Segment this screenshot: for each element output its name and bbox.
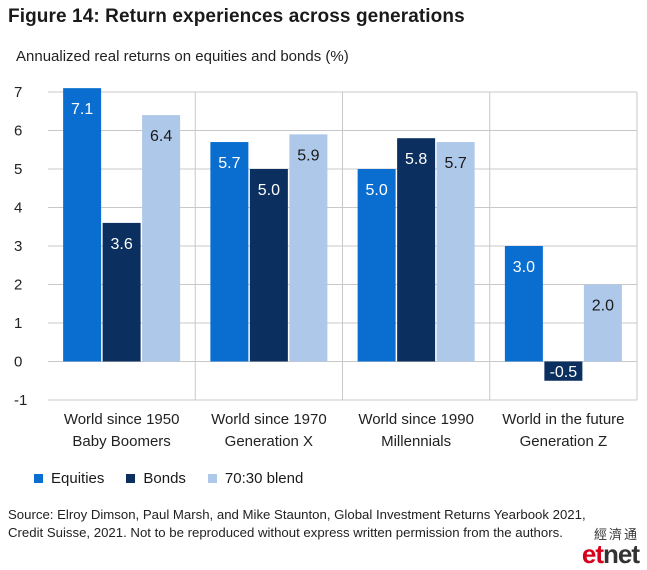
source-note: Source: Elroy Dimson, Paul Marsh, and Mi…: [8, 507, 586, 540]
y-tick-label: -1: [14, 392, 27, 409]
bar: [142, 115, 181, 362]
logo-wordmark: etnet: [582, 541, 640, 567]
data-label: -0.5: [550, 364, 578, 381]
data-label: 2.0: [592, 298, 614, 315]
legend-label-blend: 70:30 blend: [224, 470, 304, 487]
bar: [289, 134, 328, 362]
legend-item-bonds: Bonds: [126, 470, 186, 487]
legend: Equities Bonds 70:30 blend: [34, 470, 303, 487]
y-tick-label: 5: [14, 161, 22, 178]
y-tick-label: 4: [14, 200, 22, 217]
bar: [504, 246, 543, 362]
bar: [63, 88, 102, 362]
x-tick-label: World since 1970: [211, 411, 327, 428]
logo-net: net: [603, 539, 640, 569]
bar: [102, 222, 141, 362]
data-label: 5.7: [218, 155, 240, 172]
data-label: 5.8: [405, 151, 427, 168]
legend-swatch-blend: [207, 474, 217, 483]
x-tick-label: World since 1990: [358, 411, 474, 428]
x-tick-sublabel: Millennials: [381, 433, 451, 450]
legend-label-bonds: Bonds: [143, 470, 186, 487]
legend-label-equities: Equities: [51, 470, 105, 487]
data-label: 5.0: [366, 182, 388, 199]
y-tick-label: 3: [14, 238, 22, 255]
data-label: 7.1: [71, 101, 93, 118]
bar: [249, 169, 288, 362]
legend-swatch-bonds: [126, 474, 136, 483]
data-label: 5.0: [258, 182, 280, 199]
bar: [544, 361, 583, 381]
bar: [583, 284, 622, 362]
x-tick-sublabel: Generation X: [225, 433, 313, 450]
logo-cjk-text: 經濟通: [593, 527, 639, 542]
etnet-logo: 經濟通 etnet: [582, 524, 640, 567]
chart-title: Figure 14: Return experiences across gen…: [8, 6, 465, 27]
logo-et: et: [581, 539, 604, 569]
bar: [397, 138, 436, 362]
data-label: 6.4: [150, 128, 172, 145]
y-tick-label: 1: [14, 315, 22, 332]
bar: [357, 169, 396, 362]
y-tick-label: 2: [14, 277, 22, 294]
y-tick-label: 6: [14, 123, 22, 140]
bar: [210, 142, 249, 362]
data-label: 3.0: [513, 259, 535, 276]
x-tick-sublabel: Baby Boomers: [72, 433, 170, 450]
legend-swatch-equities: [34, 474, 43, 483]
bar: [436, 142, 475, 362]
chart-subtitle: Annualized real returns on equities and …: [16, 48, 349, 65]
legend-item-equities: Equities: [34, 470, 104, 487]
x-tick-label: World since 1950: [64, 411, 180, 428]
legend-item-blend: 70:30 blend: [207, 470, 304, 487]
data-label: 5.7: [445, 155, 467, 172]
data-label: 3.6: [111, 236, 133, 253]
data-label: 5.9: [297, 147, 319, 164]
bar-chart: 7 6 5 4 3 2 1 0 -1 7.1 3.6 6.4 World since 1950 Baby …: [14, 84, 638, 450]
x-tick-sublabel: Generation Z: [520, 433, 608, 450]
y-tick-label: 0: [14, 354, 22, 371]
y-tick-label: 7: [14, 84, 22, 101]
x-tick-label: World in the future: [502, 411, 624, 428]
